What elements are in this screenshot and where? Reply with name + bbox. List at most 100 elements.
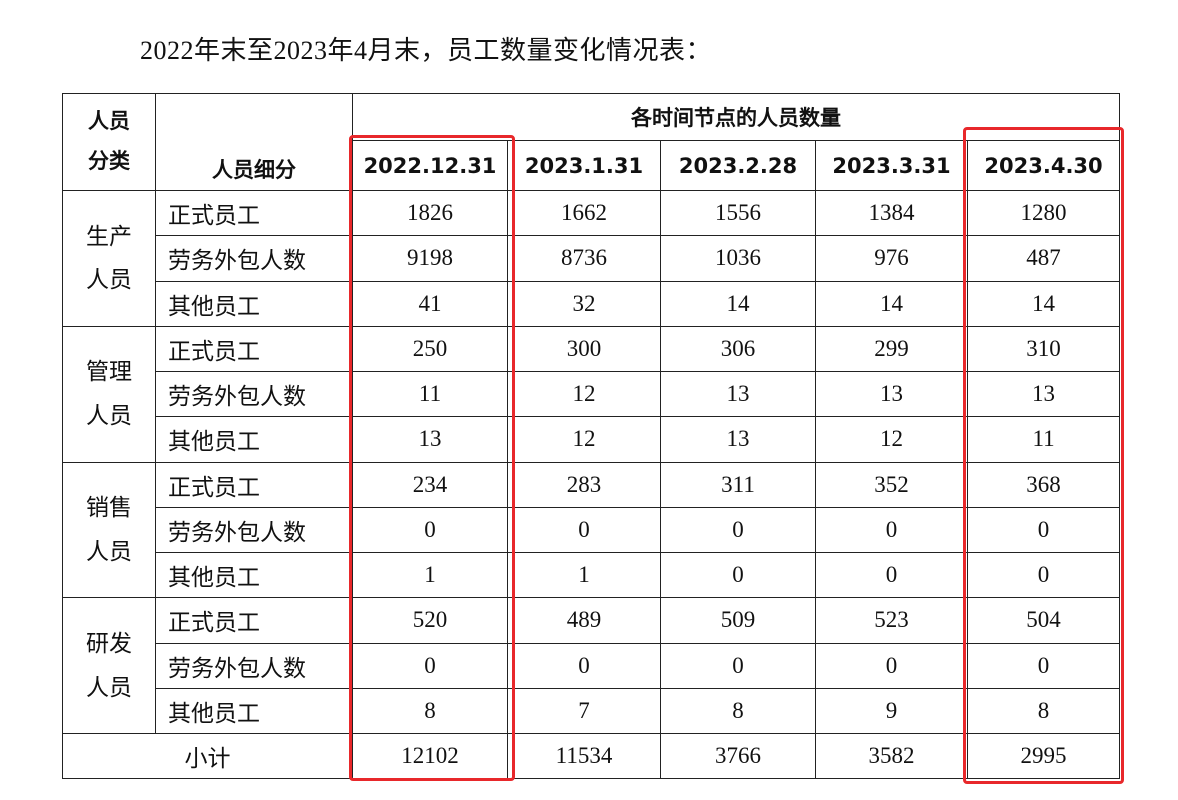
value-cell: 0 bbox=[660, 642, 816, 689]
value-cell: 14 bbox=[660, 280, 816, 327]
value-cell: 13 bbox=[966, 370, 1121, 418]
value-cell: 8 bbox=[660, 687, 816, 735]
table-row: 劳务外包人数 9198 8736 1036 976 487 bbox=[63, 235, 1121, 282]
value-cell: 1036 bbox=[660, 235, 816, 282]
value-cell: 1384 bbox=[815, 189, 968, 237]
value-cell: 0 bbox=[352, 506, 508, 554]
value-cell: 12 bbox=[507, 416, 661, 463]
row-label: 正式员工 bbox=[155, 597, 353, 644]
date-header: 2023.3.31 bbox=[815, 140, 968, 191]
value-cell: 41 bbox=[352, 280, 508, 327]
value-cell: 13 bbox=[660, 370, 816, 418]
group-cell: 研发人员 bbox=[62, 597, 156, 734]
value-cell: 509 bbox=[660, 597, 816, 644]
row-label: 其他员工 bbox=[155, 551, 353, 599]
value-cell: 368 bbox=[966, 461, 1121, 508]
value-cell: 0 bbox=[660, 551, 816, 599]
table-row: 其他员工 1 1 0 0 0 bbox=[63, 551, 1121, 599]
value-cell: 306 bbox=[660, 325, 816, 373]
value-cell: 0 bbox=[815, 506, 968, 554]
value-cell: 1 bbox=[507, 551, 661, 599]
value-cell: 0 bbox=[966, 551, 1121, 599]
value-cell: 0 bbox=[966, 642, 1121, 689]
value-cell: 9198 bbox=[352, 235, 508, 282]
value-cell: 0 bbox=[352, 642, 508, 689]
subtotal-cell: 11534 bbox=[507, 733, 661, 779]
value-cell: 0 bbox=[660, 506, 816, 554]
value-cell: 11 bbox=[352, 370, 508, 418]
table-row: 生产人员 正式员工 1826 1662 1556 1384 1280 bbox=[62, 189, 1121, 327]
value-cell: 7 bbox=[507, 687, 661, 735]
row-label: 其他员工 bbox=[155, 687, 353, 735]
value-cell: 489 bbox=[507, 597, 661, 644]
group-name: 生产人员 bbox=[85, 223, 132, 293]
value-cell: 14 bbox=[815, 280, 968, 327]
table-row: 研发人员 正式员工 520 489 509 523 504 bbox=[62, 597, 1121, 734]
group-header: 各时间节点的人员数量 bbox=[351, 93, 1121, 141]
value-cell: 1280 bbox=[966, 189, 1121, 237]
value-cell: 13 bbox=[352, 416, 508, 463]
value-cell: 523 bbox=[815, 597, 968, 644]
row-label: 正式员工 bbox=[155, 189, 353, 237]
value-cell: 300 bbox=[507, 325, 661, 373]
row-label: 正式员工 bbox=[155, 461, 353, 508]
value-cell: 504 bbox=[966, 597, 1121, 644]
value-cell: 487 bbox=[966, 235, 1121, 282]
subtotal-cell: 12102 bbox=[352, 733, 508, 779]
row-label: 劳务外包人数 bbox=[155, 506, 353, 554]
table-row: 其他员工 8 7 8 9 8 bbox=[63, 687, 1121, 735]
value-cell: 13 bbox=[815, 370, 968, 418]
table-row: 劳务外包人数 11 12 13 13 13 bbox=[63, 370, 1121, 418]
group-cell: 生产人员 bbox=[62, 190, 156, 327]
value-cell: 1556 bbox=[660, 189, 816, 237]
date-header: 2023.2.28 bbox=[660, 140, 816, 191]
date-header: 2023.4.30 bbox=[966, 140, 1121, 191]
table-row: 管理人员 正式员工 250 300 306 299 310 bbox=[62, 325, 1121, 463]
table-row: 其他员工 41 32 14 14 14 bbox=[63, 280, 1121, 327]
value-cell: 12 bbox=[507, 370, 661, 418]
value-cell: 299 bbox=[815, 325, 968, 373]
staff-table: 人员分类 人员细分 各时间节点的人员数量 2022.12.31 2023.1.31 202… bbox=[62, 93, 1121, 779]
category-header: 人员分类 bbox=[88, 109, 130, 173]
value-cell: 352 bbox=[815, 461, 968, 508]
value-cell: 13 bbox=[660, 416, 816, 463]
date-header: 2022.12.31 bbox=[352, 140, 508, 191]
value-cell: 283 bbox=[507, 461, 661, 508]
value-cell: 32 bbox=[507, 280, 661, 327]
group-cell: 销售人员 bbox=[62, 461, 156, 599]
value-cell: 0 bbox=[507, 642, 661, 689]
value-cell: 234 bbox=[352, 461, 508, 508]
value-cell: 9 bbox=[815, 687, 968, 735]
row-label: 其他员工 bbox=[155, 280, 353, 327]
subtotal-cell: 2995 bbox=[966, 733, 1121, 779]
value-cell: 311 bbox=[660, 461, 816, 508]
table-row: 其他员工 13 12 13 12 11 bbox=[63, 416, 1121, 463]
subtotal-cell: 3766 bbox=[660, 733, 816, 779]
value-cell: 0 bbox=[815, 642, 968, 689]
table-row: 劳务外包人数 0 0 0 0 0 bbox=[63, 506, 1121, 554]
table-title: 2022年末至2023年4月末，员工数量变化情况表： bbox=[140, 36, 713, 65]
header-cell: 人员分类 bbox=[62, 93, 156, 191]
row-label: 正式员工 bbox=[155, 325, 353, 373]
subcategory-header: 人员细分 bbox=[212, 158, 296, 182]
value-cell: 520 bbox=[352, 597, 508, 644]
value-cell: 0 bbox=[815, 551, 968, 599]
value-cell: 976 bbox=[815, 235, 968, 282]
value-cell: 12 bbox=[815, 416, 968, 463]
value-cell: 1 bbox=[352, 551, 508, 599]
date-header: 2023.1.31 bbox=[507, 140, 661, 191]
group-name: 研发人员 bbox=[85, 630, 132, 700]
value-cell: 250 bbox=[352, 325, 508, 373]
value-cell: 8 bbox=[352, 687, 508, 735]
row-label: 劳务外包人数 bbox=[155, 642, 353, 689]
value-cell: 14 bbox=[966, 280, 1121, 327]
value-cell: 1662 bbox=[507, 189, 661, 237]
table-row: 销售人员 正式员工 234 283 311 352 368 bbox=[62, 461, 1121, 599]
row-label: 劳务外包人数 bbox=[155, 370, 353, 418]
value-cell: 0 bbox=[507, 506, 661, 554]
subtotal-label: 小计 bbox=[62, 733, 353, 779]
value-cell: 8 bbox=[966, 687, 1121, 735]
value-cell: 11 bbox=[966, 416, 1121, 463]
subtotal-cell: 3582 bbox=[815, 733, 968, 779]
